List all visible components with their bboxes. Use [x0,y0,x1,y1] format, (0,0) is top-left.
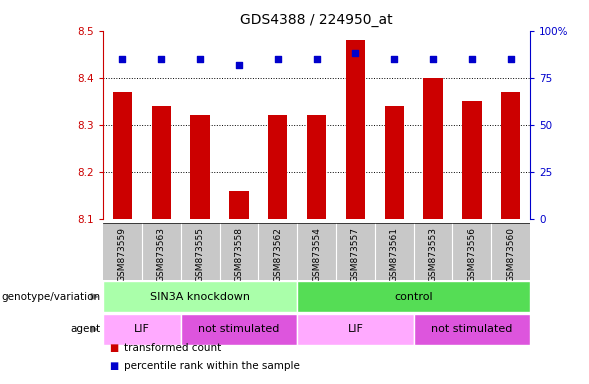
Text: GSM873563: GSM873563 [157,227,166,282]
Bar [103,281,297,312]
Text: GSM873553: GSM873553 [429,227,438,282]
Point [389,56,399,62]
Text: transformed count: transformed count [124,343,221,353]
Text: agent: agent [70,324,100,334]
Bar [151,106,171,219]
Text: ■: ■ [109,361,118,371]
Text: control: control [394,291,433,302]
Bar [413,314,530,345]
Point [506,56,515,62]
Point [196,56,205,62]
Text: GSM873559: GSM873559 [118,227,127,282]
Text: LIF: LIF [348,324,363,334]
Text: SIN3A knockdown: SIN3A knockdown [150,291,250,302]
Text: GSM873560: GSM873560 [506,227,515,282]
Bar [307,115,326,219]
Bar [297,314,413,345]
Text: GSM873561: GSM873561 [390,227,399,282]
Bar [385,106,404,219]
Bar [297,281,530,312]
Text: genotype/variation: genotype/variation [1,291,100,302]
Bar [190,115,210,219]
Text: GSM873558: GSM873558 [234,227,243,282]
Text: percentile rank within the sample: percentile rank within the sample [124,361,300,371]
Bar [346,40,365,219]
Point [350,50,360,56]
Bar [229,190,249,219]
Text: GSM873557: GSM873557 [351,227,360,282]
Point [273,56,283,62]
Text: LIF: LIF [134,324,150,334]
Bar [501,92,521,219]
Text: not stimulated: not stimulated [431,324,512,334]
Point [118,56,127,62]
Bar [103,314,181,345]
Point [312,56,322,62]
Text: GSM873554: GSM873554 [312,227,321,282]
Bar [112,92,132,219]
Point [467,56,477,62]
Text: not stimulated: not stimulated [198,324,280,334]
Bar [181,314,297,345]
Bar [462,101,482,219]
Point [234,61,244,68]
Text: GSM873556: GSM873556 [467,227,477,282]
Text: GSM873555: GSM873555 [196,227,204,282]
Point [157,56,166,62]
Title: GDS4388 / 224950_at: GDS4388 / 224950_at [240,13,393,27]
Bar [423,78,443,219]
Text: ■: ■ [109,343,118,353]
Text: GSM873562: GSM873562 [273,227,282,282]
Bar [268,115,287,219]
Point [428,56,438,62]
